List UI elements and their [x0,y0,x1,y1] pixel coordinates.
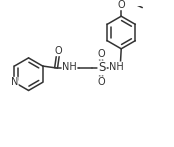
Text: O: O [54,46,62,56]
Text: NH: NH [109,62,124,72]
Text: N: N [11,77,18,87]
Text: O: O [97,49,105,59]
Text: NH: NH [62,62,77,72]
Text: O: O [97,77,105,87]
Text: O: O [117,0,125,10]
Text: S: S [98,61,106,74]
